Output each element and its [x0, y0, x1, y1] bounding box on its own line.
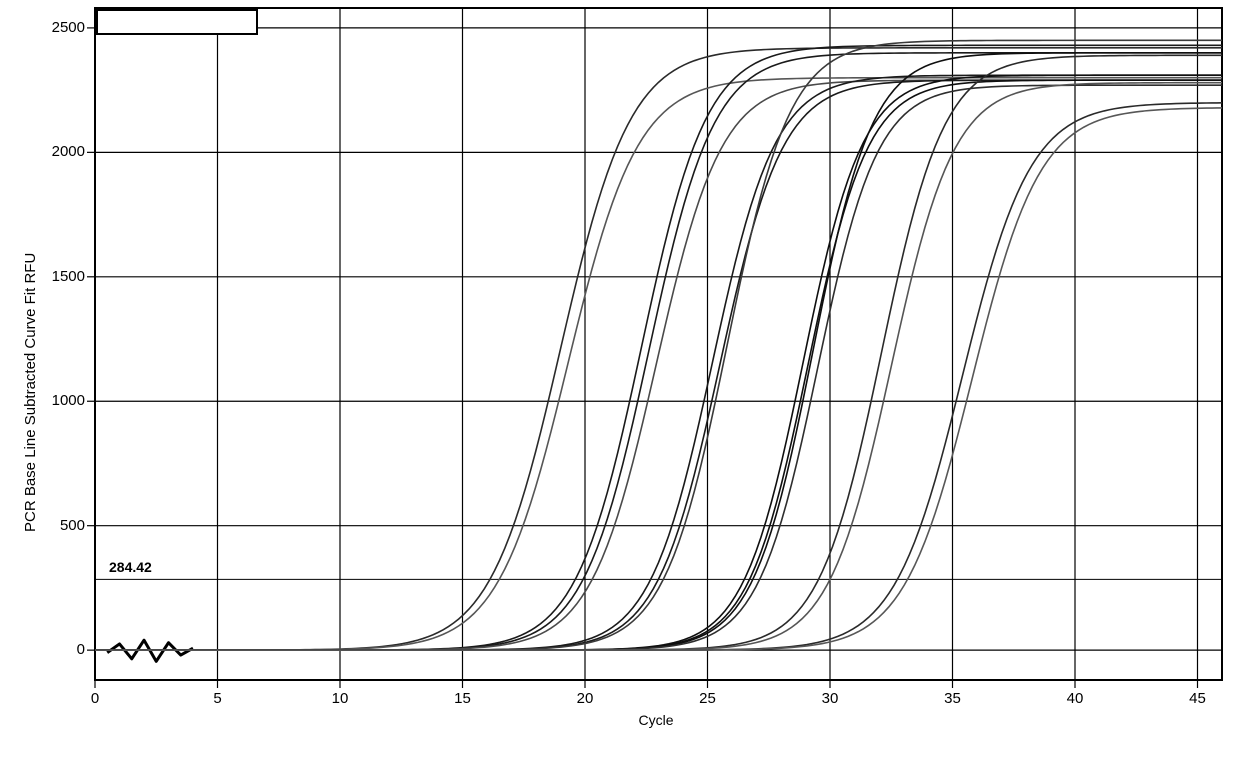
y-tick-label: 500 [35, 517, 85, 534]
chart-svg [0, 0, 1240, 766]
x-tick-label: 0 [75, 690, 115, 707]
curve-grp4-d [95, 85, 1222, 650]
x-tick-label: 45 [1178, 690, 1218, 707]
pcr-amplification-chart: PCR Base Line Subtracted Curve Fit RFU C… [0, 0, 1240, 766]
y-tick-label: 2500 [35, 19, 85, 36]
curve-grp6-a [95, 103, 1222, 650]
curve-grp2-a [95, 45, 1222, 650]
legend-box [96, 9, 258, 35]
y-tick-label: 1000 [35, 392, 85, 409]
curve-grp3-b [95, 80, 1222, 650]
x-tick-label: 20 [565, 690, 605, 707]
x-axis-label: Cycle [639, 712, 674, 728]
y-tick-label: 2000 [35, 143, 85, 160]
x-tick-label: 15 [443, 690, 483, 707]
curve-grp2-c [95, 80, 1222, 650]
x-tick-label: 40 [1055, 690, 1095, 707]
y-tick-label: 0 [35, 641, 85, 658]
curve-grp5-b [95, 83, 1222, 650]
threshold-label: 284.42 [109, 559, 152, 575]
x-tick-label: 5 [198, 690, 238, 707]
y-tick-label: 1500 [35, 268, 85, 285]
curve-grp3-a [95, 75, 1222, 650]
curve-grp3-c [95, 40, 1222, 650]
x-tick-label: 30 [810, 690, 850, 707]
x-tick-label: 10 [320, 690, 360, 707]
x-tick-label: 25 [688, 690, 728, 707]
curve-grp4-b [95, 80, 1222, 650]
curve-grp6-b [95, 108, 1222, 650]
x-tick-label: 35 [933, 690, 973, 707]
